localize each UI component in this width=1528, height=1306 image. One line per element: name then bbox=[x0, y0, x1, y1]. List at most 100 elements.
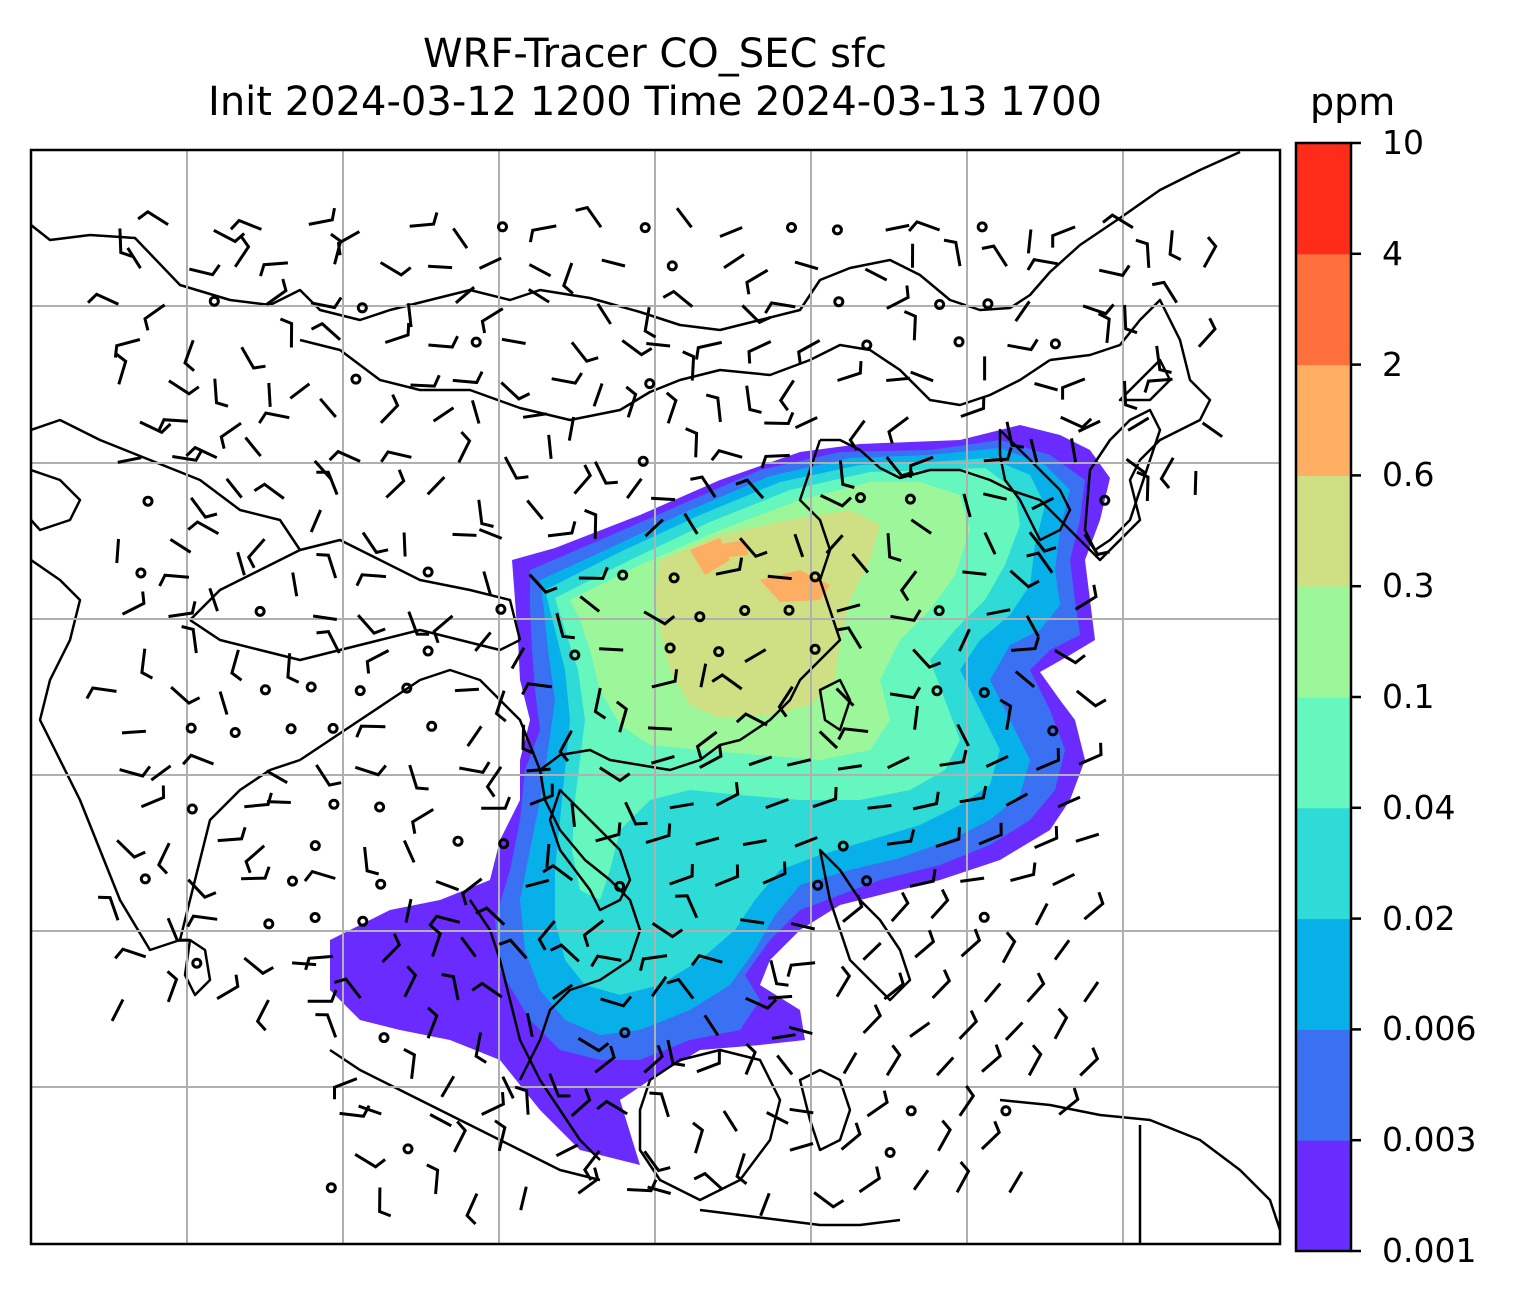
wind-barb bbox=[140, 648, 154, 680]
wind-barb bbox=[1101, 213, 1134, 229]
wind-barb bbox=[291, 961, 317, 967]
wind-barb bbox=[958, 1009, 979, 1040]
wind-barb bbox=[766, 1111, 789, 1125]
wind-barb bbox=[1053, 939, 1071, 961]
wind-barb bbox=[477, 499, 494, 528]
calm-wind-marker bbox=[953, 336, 965, 348]
wind-barb bbox=[643, 1150, 671, 1173]
colorbar-tick-label: 0.1 bbox=[1382, 677, 1435, 716]
tibet-border bbox=[299, 538, 522, 641]
wind-barb bbox=[1123, 304, 1138, 335]
wind-barb bbox=[186, 914, 218, 928]
wind-barb bbox=[690, 475, 717, 499]
colorbar-tick-label: 2 bbox=[1382, 344, 1403, 384]
wind-barb bbox=[259, 261, 289, 277]
wind-barb bbox=[380, 450, 412, 463]
wind-barb bbox=[549, 943, 580, 963]
wind-barb bbox=[578, 566, 609, 580]
calm-wind-marker bbox=[309, 912, 321, 923]
calm-wind-marker bbox=[619, 1027, 631, 1039]
wind-barb bbox=[685, 427, 699, 458]
calm-wind-marker bbox=[495, 603, 507, 615]
wind-barb bbox=[812, 786, 838, 809]
wind-barb bbox=[813, 1191, 845, 1209]
calm-wind-marker bbox=[1049, 338, 1061, 350]
central-asia-border bbox=[31, 418, 302, 621]
calm-wind-marker bbox=[1099, 494, 1111, 506]
wind-barb bbox=[959, 785, 988, 804]
wind-barb bbox=[474, 631, 492, 652]
wind-barb bbox=[457, 430, 472, 464]
wind-barb bbox=[139, 420, 172, 435]
wind-barb bbox=[577, 1167, 600, 1195]
wind-barb bbox=[86, 292, 120, 306]
wind-barb bbox=[310, 321, 342, 341]
wind-barb bbox=[316, 470, 339, 496]
wind-barb bbox=[788, 1025, 813, 1036]
wind-barb bbox=[596, 1099, 628, 1116]
colorbar-segment bbox=[1296, 253, 1351, 366]
wind-barb bbox=[1075, 832, 1100, 843]
wind-barb bbox=[662, 289, 694, 308]
wind-barb bbox=[381, 933, 402, 963]
wind-barb bbox=[307, 989, 338, 1003]
wind-barb bbox=[522, 412, 548, 419]
wind-barb bbox=[615, 700, 629, 733]
wind-barb bbox=[1010, 862, 1037, 883]
wind-barb bbox=[355, 573, 387, 587]
wind-barb bbox=[310, 296, 343, 310]
wind-barb bbox=[675, 207, 693, 229]
wind-barb bbox=[409, 212, 439, 228]
wind-barb bbox=[887, 416, 910, 444]
wind-barb bbox=[794, 416, 818, 430]
wind-barb bbox=[567, 416, 576, 441]
wind-barb bbox=[1010, 636, 1040, 652]
wind-barb bbox=[899, 570, 918, 602]
wind-barb bbox=[312, 614, 338, 621]
wind-barb bbox=[562, 262, 574, 295]
wind-barb bbox=[742, 838, 767, 847]
wind-barb bbox=[1051, 225, 1076, 248]
wind-barb bbox=[723, 253, 745, 270]
wind-barb bbox=[771, 1033, 796, 1040]
wind-barb bbox=[428, 264, 453, 270]
wind-barb bbox=[187, 878, 217, 899]
wind-barb bbox=[1070, 438, 1078, 463]
wind-barb bbox=[1029, 438, 1039, 463]
wind-barb bbox=[525, 878, 550, 888]
himalaya-border bbox=[189, 618, 521, 662]
wind-barb bbox=[406, 303, 413, 328]
coastlines bbox=[31, 150, 1280, 1244]
calm-wind-marker bbox=[861, 339, 873, 351]
wind-barb bbox=[410, 374, 441, 388]
wind-barb bbox=[1098, 264, 1131, 278]
wind-barb bbox=[402, 532, 407, 557]
calm-wind-marker bbox=[637, 455, 649, 467]
calm-wind-marker bbox=[356, 302, 368, 314]
wind-barb bbox=[430, 924, 442, 957]
colorbar-segment bbox=[1296, 918, 1351, 1030]
calm-wind-marker bbox=[934, 299, 946, 310]
calm-wind-marker bbox=[305, 681, 317, 693]
wind-barb bbox=[243, 956, 275, 976]
wind-barb bbox=[279, 317, 294, 348]
wind-barb bbox=[764, 411, 795, 426]
colorbar-tick-label: 0.006 bbox=[1382, 1009, 1477, 1049]
wind-barb bbox=[986, 608, 1011, 616]
wind-barb bbox=[981, 1044, 1002, 1073]
wind-barb bbox=[837, 361, 863, 382]
wind-barb bbox=[769, 959, 789, 987]
wind-barb bbox=[1005, 421, 1025, 449]
wind-barb bbox=[862, 1004, 882, 1035]
calm-wind-marker bbox=[402, 1143, 414, 1155]
wind-barb bbox=[1083, 981, 1100, 1003]
title-line-1: WRF-Tracer CO_SEC sfc bbox=[422, 31, 888, 77]
wind-barb bbox=[183, 339, 196, 372]
wind-barb bbox=[309, 509, 322, 533]
wind-barb bbox=[333, 977, 362, 1000]
wind-barb bbox=[647, 726, 673, 731]
wind-barb bbox=[289, 382, 311, 400]
wind-barb bbox=[835, 687, 855, 707]
wind-barb bbox=[625, 477, 643, 499]
wind-barb bbox=[722, 1110, 738, 1133]
